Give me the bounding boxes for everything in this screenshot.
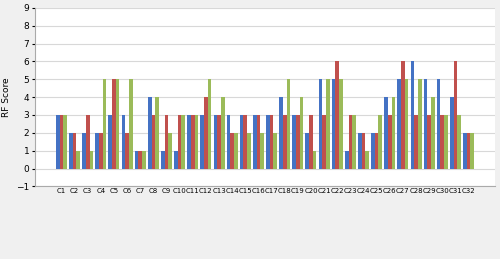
Bar	[444, 115, 448, 169]
Bar	[82, 133, 86, 169]
Bar	[463, 133, 466, 169]
Bar	[339, 79, 343, 169]
Bar	[138, 151, 142, 169]
Bar	[313, 151, 316, 169]
Bar	[398, 79, 401, 169]
Bar	[286, 79, 290, 169]
Bar	[134, 151, 138, 169]
Bar	[116, 79, 119, 169]
Bar	[326, 79, 330, 169]
Bar	[108, 115, 112, 169]
Bar	[60, 115, 64, 169]
Bar	[292, 115, 296, 169]
Bar	[384, 97, 388, 169]
Bar	[371, 133, 375, 169]
Bar	[90, 151, 93, 169]
Y-axis label: RF Score: RF Score	[2, 77, 11, 117]
Bar	[217, 115, 221, 169]
Bar	[309, 115, 313, 169]
Bar	[148, 97, 152, 169]
Bar	[296, 115, 300, 169]
Bar	[64, 115, 67, 169]
Bar	[200, 115, 204, 169]
Bar	[300, 97, 304, 169]
Bar	[99, 133, 102, 169]
Bar	[102, 79, 106, 169]
Bar	[253, 115, 256, 169]
Bar	[283, 115, 286, 169]
Bar	[404, 79, 408, 169]
Bar	[392, 97, 396, 169]
Bar	[332, 79, 336, 169]
Bar	[279, 97, 283, 169]
Bar	[214, 115, 217, 169]
Bar	[234, 133, 237, 169]
Bar	[96, 133, 99, 169]
Bar	[466, 133, 470, 169]
Bar	[256, 115, 260, 169]
Bar	[191, 115, 194, 169]
Bar	[418, 79, 422, 169]
Bar	[161, 151, 164, 169]
Bar	[410, 61, 414, 169]
Bar	[270, 115, 274, 169]
Bar	[318, 79, 322, 169]
Bar	[178, 115, 182, 169]
Bar	[244, 115, 247, 169]
Bar	[306, 133, 309, 169]
Bar	[204, 97, 208, 169]
Bar	[375, 133, 378, 169]
Bar	[76, 151, 80, 169]
Bar	[194, 115, 198, 169]
Bar	[437, 79, 440, 169]
Bar	[274, 133, 277, 169]
Bar	[336, 61, 339, 169]
Bar	[182, 115, 185, 169]
Bar	[221, 97, 224, 169]
Bar	[86, 115, 90, 169]
Bar	[142, 151, 146, 169]
Bar	[247, 133, 251, 169]
Bar	[56, 115, 59, 169]
Bar	[431, 97, 434, 169]
Bar	[72, 133, 76, 169]
Bar	[230, 133, 234, 169]
Bar	[428, 115, 431, 169]
Bar	[174, 151, 178, 169]
Bar	[187, 115, 191, 169]
Bar	[366, 151, 369, 169]
Bar	[424, 79, 428, 169]
Bar	[378, 115, 382, 169]
Bar	[401, 61, 404, 169]
Bar	[226, 115, 230, 169]
Bar	[440, 115, 444, 169]
Bar	[352, 115, 356, 169]
Bar	[454, 61, 458, 169]
Bar	[266, 115, 270, 169]
Bar	[450, 97, 454, 169]
Bar	[358, 133, 362, 169]
Bar	[122, 115, 126, 169]
Bar	[168, 133, 172, 169]
Bar	[414, 115, 418, 169]
Bar	[260, 133, 264, 169]
Bar	[348, 115, 352, 169]
Bar	[208, 79, 212, 169]
Bar	[126, 133, 129, 169]
Bar	[388, 115, 392, 169]
Bar	[129, 79, 132, 169]
Bar	[458, 115, 461, 169]
Bar	[345, 151, 348, 169]
Bar	[164, 115, 168, 169]
Bar	[322, 115, 326, 169]
Bar	[362, 133, 366, 169]
Bar	[112, 79, 116, 169]
Bar	[69, 133, 72, 169]
Bar	[240, 115, 244, 169]
Bar	[152, 115, 155, 169]
Bar	[155, 97, 159, 169]
Bar	[470, 133, 474, 169]
